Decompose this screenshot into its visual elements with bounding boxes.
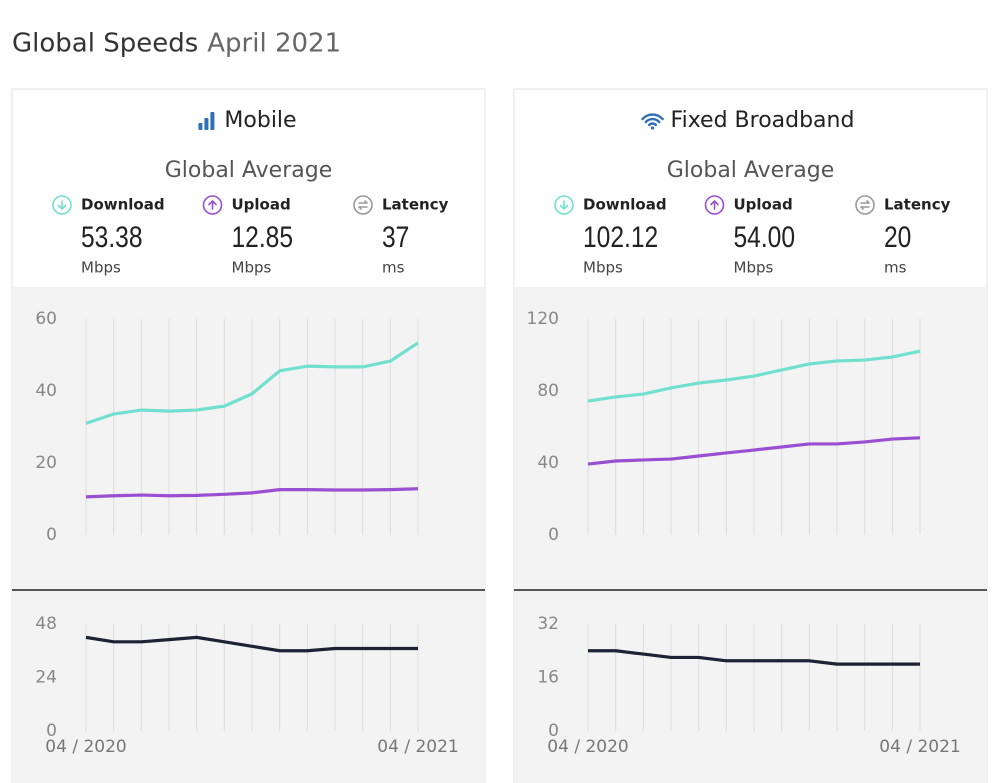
stat-icon-ring bbox=[855, 195, 875, 215]
stat-unit: Mbps bbox=[734, 259, 774, 277]
wifi-dot bbox=[650, 126, 655, 130]
stat-icon bbox=[52, 195, 72, 215]
series-line bbox=[85, 487, 419, 499]
wifi-arc bbox=[647, 122, 658, 127]
wifi-arc bbox=[641, 113, 664, 121]
y-tick-label: 16 bbox=[537, 668, 559, 688]
stat-icon-ring bbox=[704, 195, 725, 215]
stat-icon-ring bbox=[554, 195, 574, 215]
stat-unit: Mbps bbox=[583, 259, 623, 277]
stat-value: 12.85 bbox=[232, 220, 294, 254]
stat-icon-ring bbox=[353, 195, 373, 215]
y-tick-label: 80 bbox=[537, 381, 559, 401]
y-tick-label: 32 bbox=[537, 614, 559, 634]
stat-value: 54.00 bbox=[734, 220, 796, 254]
x-tick-label: 04 / 2021 bbox=[377, 737, 458, 757]
x-tick-label: 04 / 2020 bbox=[547, 737, 628, 757]
stat-unit: Mbps bbox=[81, 259, 121, 277]
stat-label: Upload bbox=[232, 196, 291, 214]
series-line bbox=[587, 349, 921, 403]
stat-label: Download bbox=[81, 196, 165, 214]
x-tick-label: 04 / 2021 bbox=[879, 737, 960, 757]
stat-value: 53.38 bbox=[81, 220, 143, 254]
stat-unit: ms bbox=[382, 259, 405, 277]
stat-value: 20 bbox=[884, 220, 911, 254]
x-tick-label: 04 / 2020 bbox=[45, 737, 126, 757]
stat-icon-arrow bbox=[860, 200, 870, 210]
stat-icon bbox=[704, 195, 725, 215]
y-tick-label: 60 bbox=[35, 309, 57, 329]
stat-value: 102.12 bbox=[583, 220, 658, 254]
y-tick-label: 0 bbox=[548, 525, 559, 545]
page-title: Global Speeds bbox=[12, 29, 198, 59]
wifi-icon bbox=[641, 113, 664, 130]
series-line bbox=[587, 436, 921, 466]
y-tick-label: 0 bbox=[548, 721, 559, 741]
panel-title: Fixed Broadband bbox=[671, 108, 855, 133]
y-tick-label: 24 bbox=[35, 668, 57, 688]
stat-icon-arrow bbox=[559, 200, 569, 211]
stat-value: 37 bbox=[382, 220, 409, 254]
chart-area bbox=[514, 287, 987, 783]
y-tick-label: 0 bbox=[46, 525, 57, 545]
mobile-icon-bar bbox=[210, 112, 215, 130]
y-tick-label: 40 bbox=[537, 453, 559, 473]
stat-label: Upload bbox=[734, 196, 793, 214]
stat-label: Download bbox=[583, 196, 667, 214]
y-tick-label: 40 bbox=[35, 381, 57, 401]
stat-unit: Mbps bbox=[232, 259, 272, 277]
mobile-icon-bar bbox=[198, 123, 203, 130]
panel-subtitle: Global Average bbox=[165, 158, 333, 183]
stat-icon bbox=[855, 195, 875, 215]
stat-icon-arrow bbox=[208, 199, 217, 210]
y-tick-label: 48 bbox=[35, 614, 57, 634]
series-line bbox=[588, 649, 920, 666]
stat-label: Latency bbox=[382, 196, 449, 214]
stat-label: Latency bbox=[884, 196, 951, 214]
y-tick-label: 20 bbox=[35, 453, 57, 473]
stat-icon-arrow bbox=[57, 200, 67, 211]
page-subtitle: April 2021 bbox=[207, 29, 341, 59]
y-tick-label: 0 bbox=[46, 721, 57, 741]
stat-icon-arrow bbox=[358, 200, 368, 210]
chart-area bbox=[12, 287, 485, 783]
panel-subtitle: Global Average bbox=[667, 158, 835, 183]
wifi-arc bbox=[644, 117, 661, 124]
series-line bbox=[85, 635, 418, 653]
series-line bbox=[85, 341, 419, 425]
stat-unit: ms bbox=[884, 259, 907, 277]
stat-icon-ring bbox=[52, 195, 72, 215]
panel-title: Mobile bbox=[224, 108, 296, 133]
y-tick-label: 120 bbox=[527, 309, 559, 329]
stat-icon-ring bbox=[202, 195, 223, 215]
stat-icon bbox=[202, 195, 223, 215]
stat-icon bbox=[353, 195, 373, 215]
mobile-icon-bar bbox=[204, 118, 209, 130]
stat-icon-arrow bbox=[710, 199, 719, 210]
stat-icon bbox=[554, 195, 574, 215]
